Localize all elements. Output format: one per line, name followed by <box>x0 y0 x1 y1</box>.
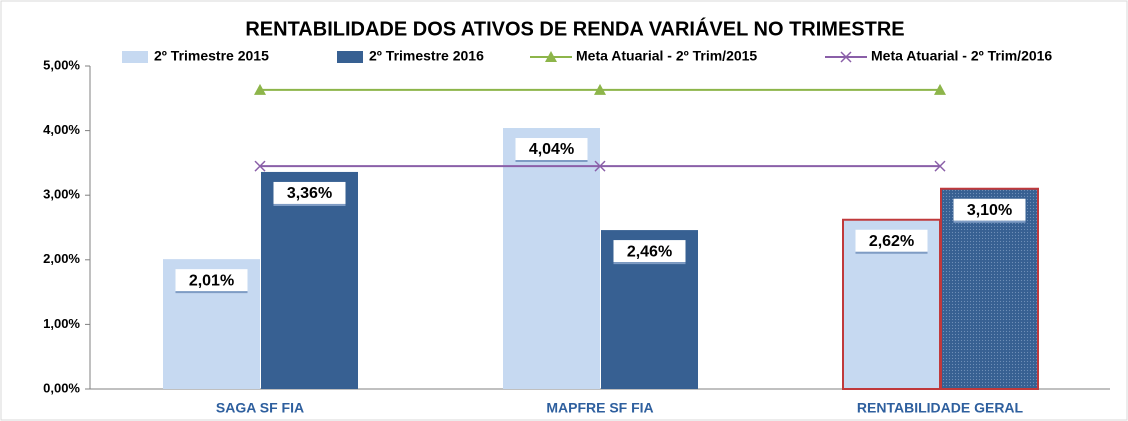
value-label-box <box>175 269 248 292</box>
value-label: 2,01% <box>189 272 234 289</box>
bar <box>261 171 358 389</box>
y-tick-label: 2,00% <box>43 251 80 266</box>
value-label: 4,04% <box>529 141 574 158</box>
legend-label: Meta Atuarial - 2º Trim/2015 <box>576 48 757 64</box>
y-tick-label: 3,00% <box>43 187 80 202</box>
value-label: 3,36% <box>287 185 332 202</box>
x-tick-label: SAGA SF FIA <box>216 400 304 416</box>
marker <box>254 83 266 95</box>
legend-swatch <box>122 51 148 63</box>
value-label: 3,10% <box>967 202 1012 219</box>
x-tick-label: RENTABILIDADE GERAL <box>857 400 1024 416</box>
legend-label: 2º Trimestre 2016 <box>369 48 484 64</box>
marker <box>254 160 266 172</box>
value-label-box <box>613 240 686 263</box>
marker <box>840 51 852 63</box>
marker <box>934 83 946 95</box>
y-tick-label: 4,00% <box>43 122 80 137</box>
value-label-box <box>855 229 928 252</box>
value-label: 2,62% <box>869 233 914 250</box>
x-tick-label: MAPFRE SF FIA <box>546 400 653 416</box>
value-label-box <box>515 138 588 161</box>
y-tick-label: 5,00% <box>43 57 80 72</box>
legend-swatch <box>337 51 363 63</box>
value-label-box <box>273 181 346 204</box>
value-label-box <box>953 198 1026 221</box>
legend-label: Meta Atuarial - 2º Trim/2016 <box>871 48 1052 64</box>
marker <box>594 83 606 95</box>
y-tick-label: 1,00% <box>43 316 80 331</box>
y-tick-label: 0,00% <box>43 380 80 395</box>
marker <box>934 160 946 172</box>
value-label: 2,46% <box>627 243 672 260</box>
marker <box>594 160 606 172</box>
chart-title: RENTABILIDADE DOS ATIVOS DE RENDA VARIÁV… <box>245 17 904 40</box>
marker <box>545 51 557 62</box>
bar <box>503 128 600 390</box>
legend-label: 2º Trimestre 2015 <box>154 48 269 64</box>
